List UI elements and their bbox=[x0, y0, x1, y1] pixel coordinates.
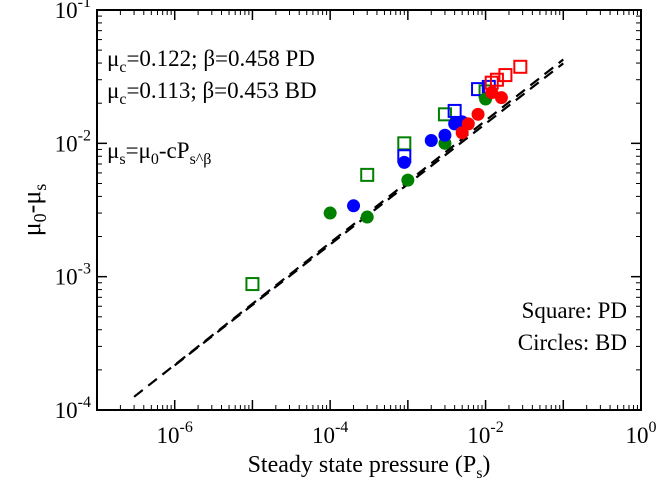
square-marker bbox=[489, 72, 504, 87]
circle-marker bbox=[471, 107, 485, 121]
circle-marker bbox=[397, 155, 411, 169]
y-tick-label: 10-2 bbox=[55, 127, 91, 156]
square-marker bbox=[397, 136, 412, 151]
x-tick-label: 100 bbox=[626, 419, 657, 448]
y-tick-label: 10-4 bbox=[55, 394, 91, 423]
y-tick-label: 10-1 bbox=[55, 0, 91, 23]
circle-marker bbox=[494, 91, 508, 105]
circle-marker bbox=[323, 206, 337, 220]
x-tick-label: 10-6 bbox=[157, 419, 193, 448]
x-tick-label: 10-2 bbox=[467, 419, 503, 448]
y-tick-label: 10-3 bbox=[55, 261, 91, 290]
circle-marker bbox=[347, 199, 361, 213]
fit-line-bd bbox=[174, 62, 564, 367]
x-tick-label: 10-4 bbox=[312, 419, 348, 448]
circle-marker bbox=[438, 128, 452, 142]
square-marker bbox=[471, 82, 486, 97]
fit-annotation-pd: μc=0.122; β=0.458 PD bbox=[107, 46, 315, 76]
square-marker bbox=[498, 68, 513, 83]
fit-annotation-bd: μc=0.113; β=0.453 BD bbox=[107, 78, 317, 108]
data-points bbox=[245, 59, 528, 292]
y-axis-label: μ0-μs bbox=[17, 184, 50, 237]
circle-marker bbox=[360, 210, 374, 224]
fit-line-pd bbox=[133, 58, 564, 398]
square-marker bbox=[360, 167, 375, 182]
legend-circle-label: Circles: BD bbox=[518, 330, 627, 355]
legend-square-label: Square: PD bbox=[522, 298, 627, 323]
fit-lines bbox=[133, 58, 564, 398]
square-marker bbox=[245, 277, 260, 292]
circle-marker bbox=[485, 86, 499, 100]
circle-marker bbox=[401, 173, 415, 187]
axis-ticks: 10-6 10-4 10-2 100 10-4 10-3 10-2 10-1 bbox=[55, 0, 657, 448]
square-marker bbox=[447, 103, 462, 118]
square-marker bbox=[513, 59, 528, 74]
circle-marker bbox=[424, 134, 438, 148]
square-marker bbox=[437, 107, 452, 122]
plot-frame bbox=[96, 9, 642, 411]
circle-marker bbox=[461, 117, 475, 131]
equation-annotation: μs=μ0-cPs^β bbox=[107, 138, 211, 168]
x-axis-label: Steady state pressure (Ps) bbox=[248, 452, 491, 482]
